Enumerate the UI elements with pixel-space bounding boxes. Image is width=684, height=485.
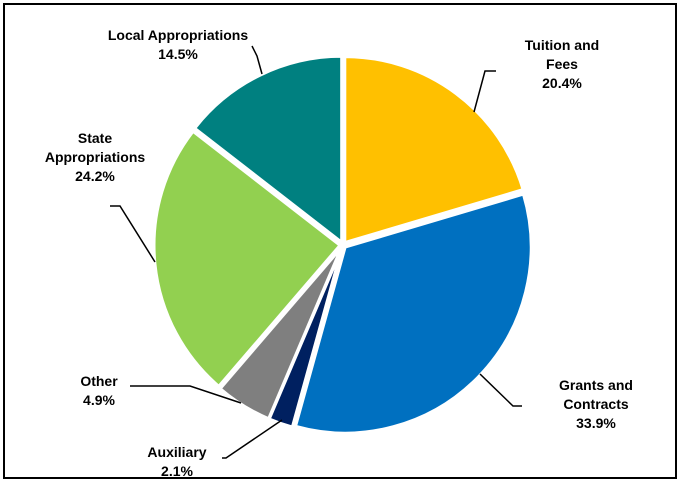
leader-line-local-appropriations: [251, 45, 263, 75]
pie-slice-tuition-and-fees: [343, 55, 525, 245]
slice-label-state-appropriations: State Appropriations 24.2%: [45, 130, 146, 184]
slice-label-grants-and-contracts: Grants and Contracts 33.9%: [559, 377, 633, 431]
pie-slice-local-appropriations: [192, 54, 344, 246]
leader-line-grants-and-contracts: [479, 373, 522, 407]
slice-label-tuition-and-fees: Tuition and Fees 20.4%: [525, 37, 599, 91]
pie-slice-other: [218, 246, 343, 421]
leader-line-state-appropriations: [110, 205, 156, 263]
slice-label-auxiliary: Auxiliary 2.1%: [147, 444, 206, 479]
pie-slice-grants-and-contracts: [293, 192, 533, 435]
leader-line-tuition-and-fees: [473, 70, 496, 113]
leader-line-other: [130, 385, 242, 404]
leader-line-auxiliary: [222, 419, 283, 459]
pie-slice-state-appropriations: [152, 129, 343, 389]
slice-label-other: Other 4.9%: [80, 373, 118, 408]
slice-label-local-appropriations: Local Appropriations 14.5%: [108, 27, 248, 62]
